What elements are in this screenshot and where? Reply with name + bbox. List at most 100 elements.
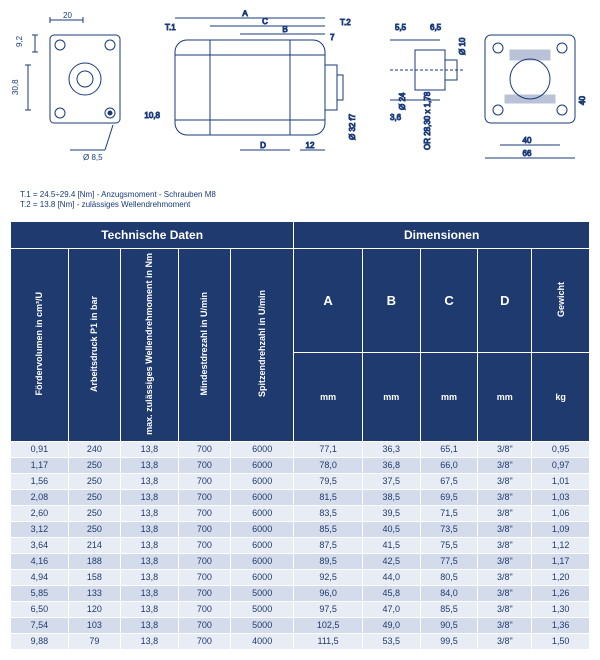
table-cell: 71,5	[420, 505, 478, 521]
table-cell: 13,8	[121, 521, 179, 537]
table-row: 5,8513313,8700500096,045,884,03/8"1,26	[11, 585, 590, 601]
table-cell: 40,5	[362, 521, 420, 537]
section-tech: Technische Daten	[11, 221, 294, 248]
table-cell: 3,12	[11, 521, 69, 537]
table-cell: 7,54	[11, 617, 69, 633]
table-cell: 700	[178, 601, 230, 617]
table-cell: 1,26	[532, 585, 590, 601]
table-cell: 75,5	[420, 537, 478, 553]
table-row: 2,6025013,8700600083,539,571,53/8"1,06	[11, 505, 590, 521]
torque-notes: T.1 = 24.5÷29.4 [Nm] - Anzugsmoment - Sc…	[20, 190, 590, 211]
table-cell: 4000	[231, 633, 294, 649]
table-cell: 102,5	[294, 617, 363, 633]
table-cell: 13,8	[121, 457, 179, 473]
svg-text:30,8: 30,8	[11, 79, 20, 95]
table-cell: 2,08	[11, 489, 69, 505]
table-row: 1,5625013,8700600079,537,567,53/8"1,01	[11, 473, 590, 489]
table-cell: 133	[68, 585, 120, 601]
sub-b: mm	[362, 352, 420, 441]
sub-a: mm	[294, 352, 363, 441]
table-cell: 13,8	[121, 473, 179, 489]
table-cell: 240	[68, 441, 120, 457]
svg-text:A: A	[242, 10, 248, 18]
hdr-c: C	[420, 248, 478, 352]
hdr-pressure: Arbeitsdruck P1 in bar	[68, 248, 120, 441]
table-cell: 96,0	[294, 585, 363, 601]
table-cell: 13,8	[121, 569, 179, 585]
table-cell: 39,5	[362, 505, 420, 521]
svg-text:C: C	[262, 17, 268, 26]
table-cell: 6000	[231, 521, 294, 537]
hdr-weight: Gewicht	[532, 248, 590, 352]
table-cell: 3/8"	[478, 505, 532, 521]
svg-text:10,8: 10,8	[144, 111, 160, 120]
table-cell: 250	[68, 473, 120, 489]
table-cell: 49,0	[362, 617, 420, 633]
table-cell: 79,5	[294, 473, 363, 489]
hdr-a: A	[294, 248, 363, 352]
table-cell: 3/8"	[478, 521, 532, 537]
table-cell: 3/8"	[478, 633, 532, 649]
table-row: 1,1725013,8700600078,036,866,03/8"0,97	[11, 457, 590, 473]
table-cell: 3/8"	[478, 457, 532, 473]
table-cell: 4,16	[11, 553, 69, 569]
table-cell: 250	[68, 521, 120, 537]
table-cell: 700	[178, 473, 230, 489]
table-cell: 13,8	[121, 601, 179, 617]
note-t1: T.1 = 24.5÷29.4 [Nm] - Anzugsmoment - Sc…	[20, 190, 590, 200]
table-row: 4,1618813,8700600089,542,577,53/8"1,17	[11, 553, 590, 569]
table-cell: 6000	[231, 457, 294, 473]
table-cell: 13,8	[121, 633, 179, 649]
table-cell: 79	[68, 633, 120, 649]
table-cell: 78,0	[294, 457, 363, 473]
svg-text:OR 28,30 x 1,78: OR 28,30 x 1,78	[423, 91, 432, 150]
table-cell: 73,5	[420, 521, 478, 537]
table-cell: 80,5	[420, 569, 478, 585]
table-cell: 6000	[231, 537, 294, 553]
hdr-torque: max. zulässiges Wellendrehmoment in Nm	[121, 248, 179, 441]
svg-text:12: 12	[306, 141, 315, 150]
table-cell: 13,8	[121, 553, 179, 569]
table-cell: 700	[178, 633, 230, 649]
table-cell: 250	[68, 489, 120, 505]
table-cell: 3/8"	[478, 601, 532, 617]
table-cell: 0,91	[11, 441, 69, 457]
table-cell: 158	[68, 569, 120, 585]
table-cell: 5000	[231, 601, 294, 617]
table-cell: 4,94	[11, 569, 69, 585]
table-cell: 6000	[231, 553, 294, 569]
table-cell: 700	[178, 521, 230, 537]
table-row: 0,9124013,8700600077,136,365,13/8"0,95	[11, 441, 590, 457]
table-cell: 3/8"	[478, 553, 532, 569]
svg-text:5,5: 5,5	[395, 23, 407, 32]
table-cell: 1,17	[11, 457, 69, 473]
table-cell: 97,5	[294, 601, 363, 617]
table-row: 4,9415813,8700600092,544,080,53/8"1,20	[11, 569, 590, 585]
table-cell: 1,20	[532, 569, 590, 585]
svg-text:Ø 24: Ø 24	[398, 92, 407, 110]
table-cell: 37,5	[362, 473, 420, 489]
table-cell: 99,5	[420, 633, 478, 649]
svg-text:9,2: 9,2	[15, 35, 24, 47]
table-cell: 2,60	[11, 505, 69, 521]
table-cell: 700	[178, 617, 230, 633]
table-cell: 3/8"	[478, 569, 532, 585]
hdr-volume: Fördervolumen in cm³/U	[11, 248, 69, 441]
table-cell: 6000	[231, 505, 294, 521]
section-dim: Dimensionen	[294, 221, 590, 248]
table-cell: 53,5	[362, 633, 420, 649]
svg-text:Ø 10: Ø 10	[458, 37, 467, 55]
svg-text:66: 66	[523, 149, 532, 158]
table-cell: 188	[68, 553, 120, 569]
table-cell: 13,8	[121, 585, 179, 601]
table-cell: 700	[178, 537, 230, 553]
table-cell: 45,8	[362, 585, 420, 601]
table-cell: 65,1	[420, 441, 478, 457]
table-cell: 6000	[231, 569, 294, 585]
table-cell: 5000	[231, 617, 294, 633]
hdr-minspeed: Mindestdrezahl in U/min	[178, 248, 230, 441]
table-cell: 0,97	[532, 457, 590, 473]
table-cell: 700	[178, 457, 230, 473]
table-cell: 3/8"	[478, 617, 532, 633]
table-cell: 89,5	[294, 553, 363, 569]
